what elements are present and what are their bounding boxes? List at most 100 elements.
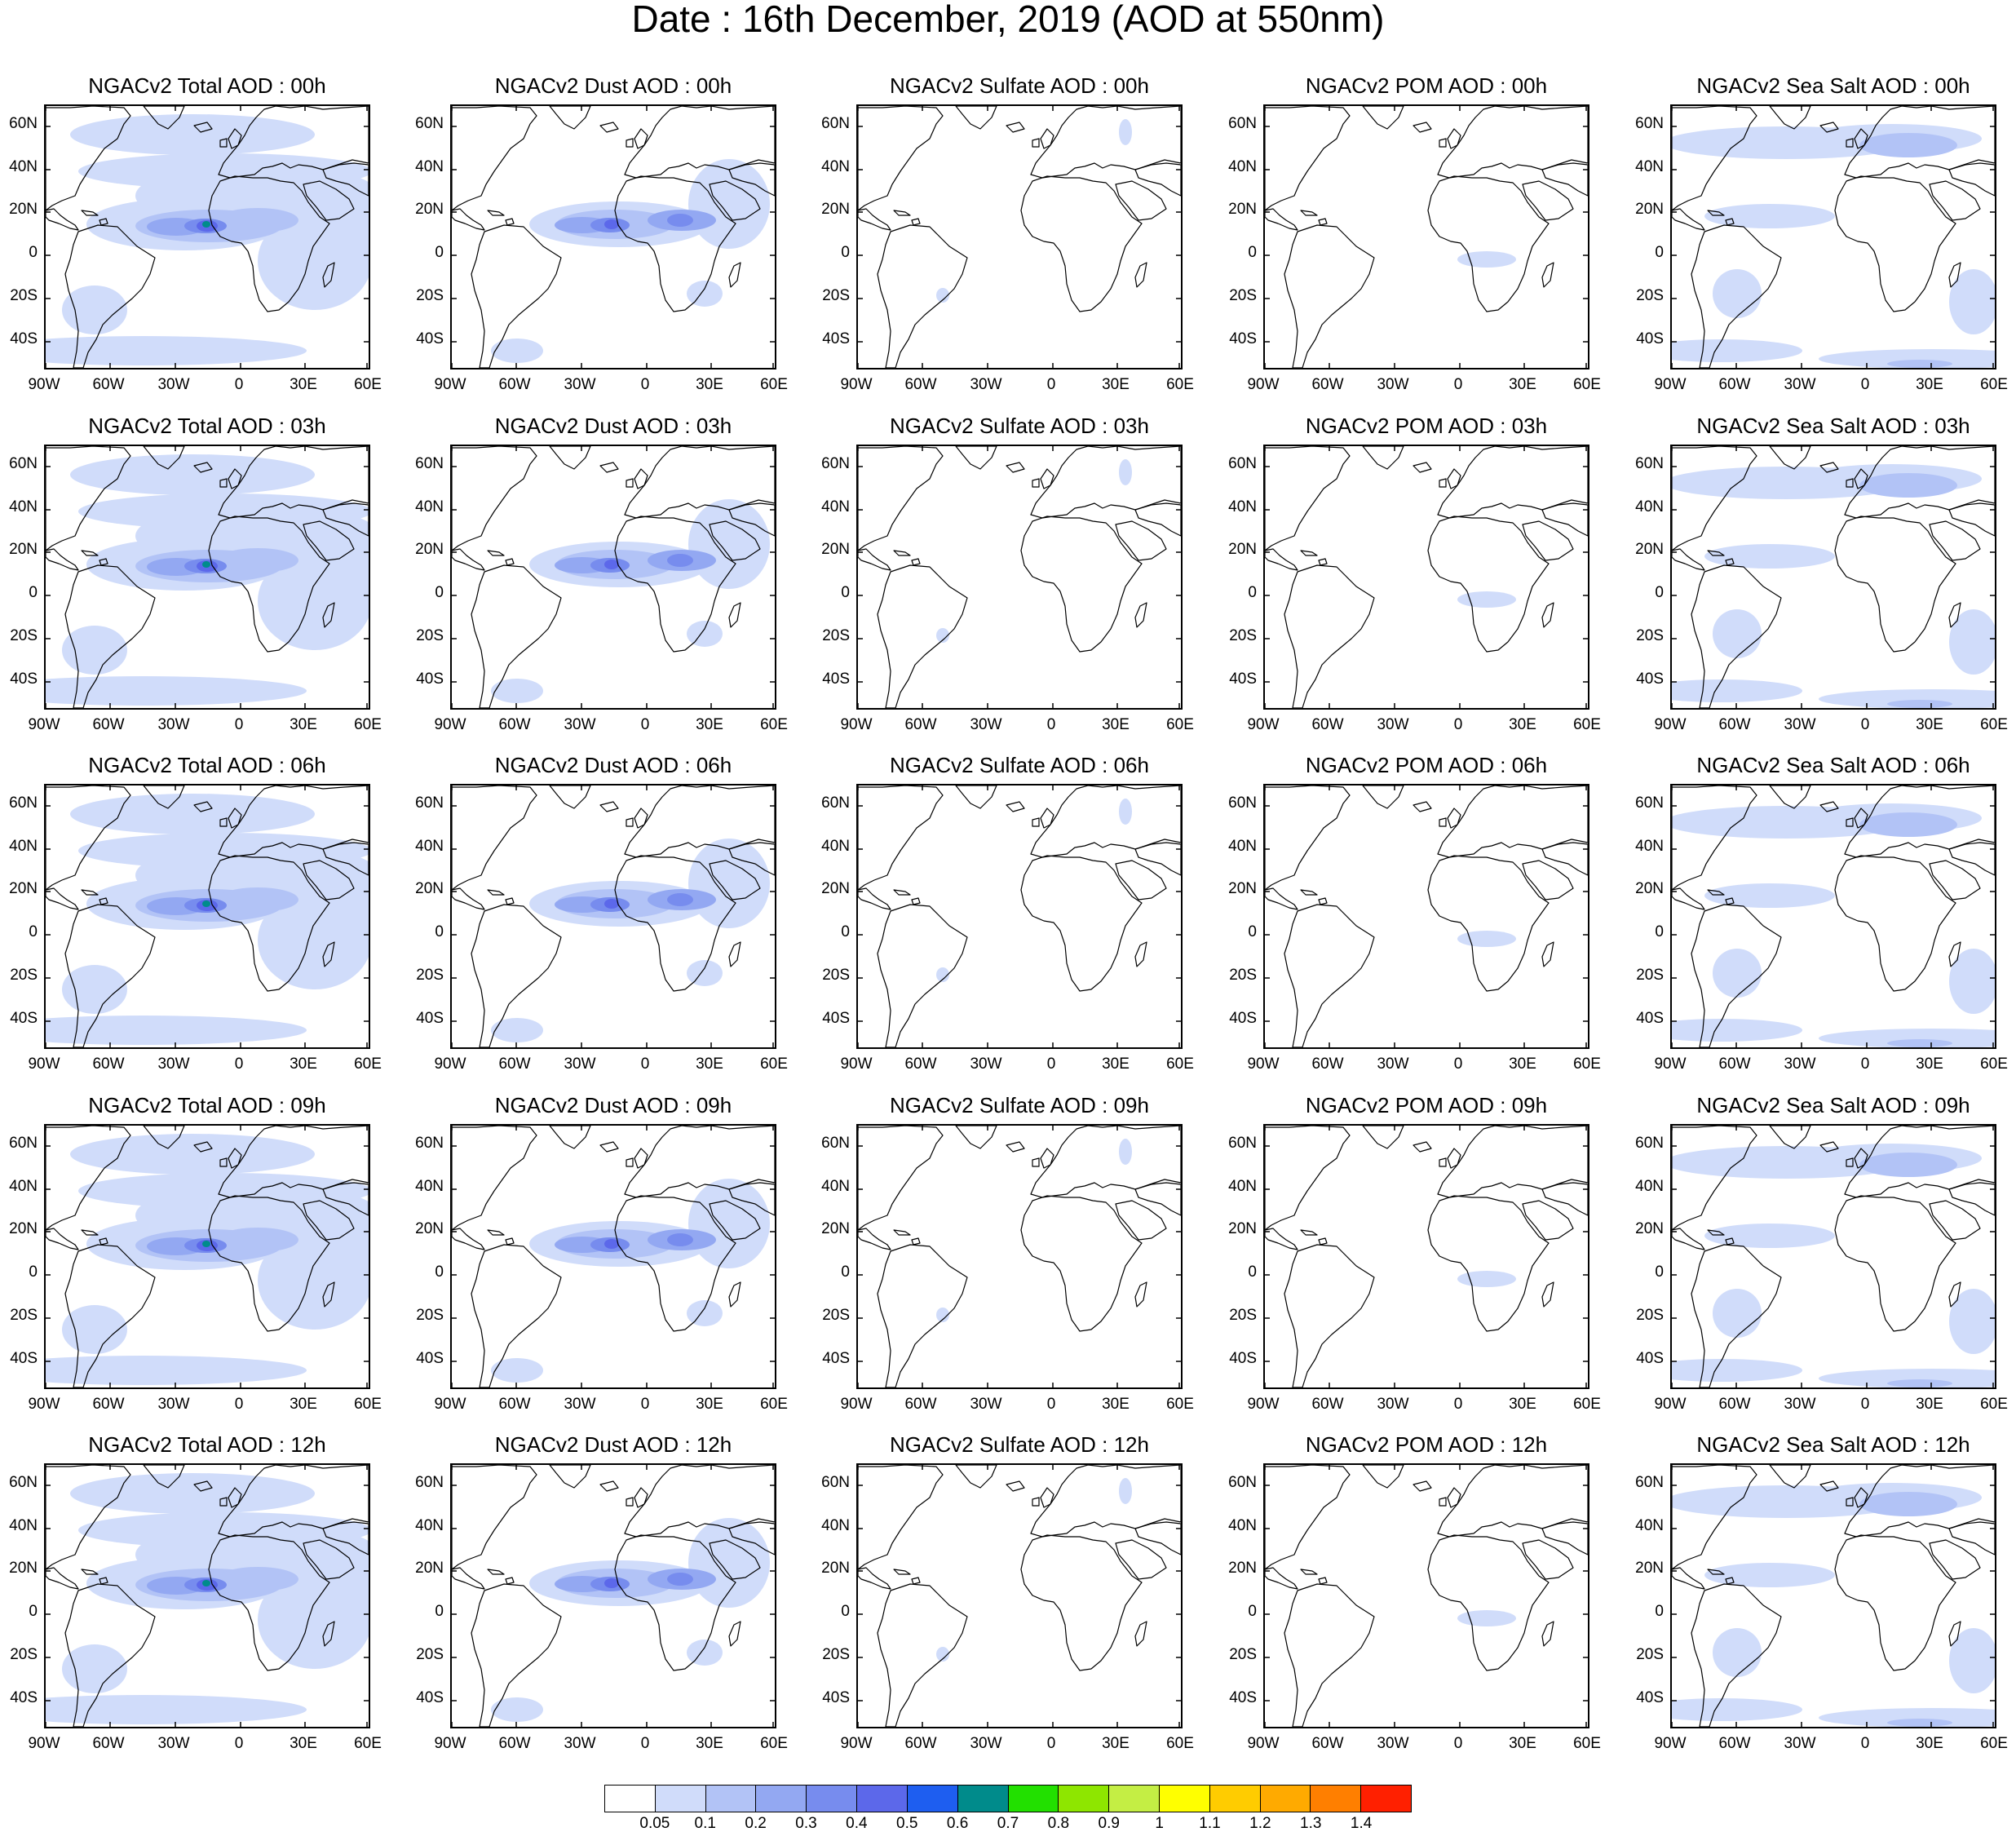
- lat-tick-label: 20N: [415, 1220, 444, 1237]
- aod-plume: [258, 892, 369, 989]
- map-panel-total-12h: NGACv2 Total AOD : 12h 60N 40N 20N 0 20S 40S 90…: [0, 1432, 391, 1770]
- lon-tick-label: 60W: [1718, 1735, 1751, 1752]
- colorbar-label: 0.5: [896, 1815, 918, 1832]
- lat-tick-label: 40N: [1228, 498, 1257, 516]
- aod-map: [44, 104, 370, 369]
- lat-tick-label: 20S: [1229, 287, 1257, 304]
- panel-title: NGACv2 POM AOD : 03h: [1305, 414, 1548, 438]
- lat-tick-label: 60N: [1635, 455, 1664, 472]
- aod-plume: [70, 114, 315, 155]
- lon-tick-label: 60W: [498, 376, 531, 393]
- lon-tick-label: 0: [640, 1735, 650, 1752]
- lon-tick-label: 30E: [290, 1735, 317, 1752]
- aod-plume: [70, 1134, 315, 1175]
- colorbar-label: 0.9: [1098, 1815, 1120, 1832]
- aod-plume: [1859, 133, 1957, 157]
- lat-tick-label: 20N: [415, 201, 444, 218]
- lat-tick-label: 60N: [415, 115, 444, 132]
- aod-map: [44, 445, 370, 710]
- lat-tick-label: 40N: [821, 1517, 850, 1534]
- tick-marks: [46, 446, 369, 708]
- lat-tick-label: 20S: [1229, 1646, 1257, 1663]
- colorbar-swatch: [807, 1786, 858, 1812]
- map-panel-sulfate-03h: NGACv2 Sulfate AOD : 03h 60N 40N 20N 0 20S 40S…: [812, 414, 1204, 751]
- lat-tick-label: 40S: [1229, 1010, 1257, 1027]
- lon-tick-label: 0: [1453, 716, 1463, 733]
- aod-plume: [1859, 812, 1957, 837]
- aod-plume: [217, 1567, 298, 1591]
- lat-tick-label: 40S: [822, 1689, 850, 1706]
- lat-tick-label: 0: [1248, 1263, 1257, 1281]
- lon-tick-label: 30E: [1916, 1055, 1943, 1073]
- lon-tick-label: 30E: [1509, 1055, 1536, 1073]
- lon-tick-label: 60W: [1718, 716, 1751, 733]
- lon-tick-label: 90W: [1654, 1735, 1687, 1752]
- lat-tick-label: 40N: [1228, 1517, 1257, 1534]
- aod-plume: [217, 1228, 298, 1252]
- lon-tick-label: 90W: [28, 1396, 60, 1413]
- map-canvas: [452, 1465, 775, 1727]
- lat-tick-label: 40N: [415, 1517, 444, 1534]
- lat-tick-label: 20N: [1228, 1220, 1257, 1237]
- aod-plume: [1672, 1359, 1802, 1382]
- aod-plume: [62, 1644, 127, 1693]
- lon-tick-label: 60W: [498, 1735, 531, 1752]
- tick-marks: [452, 785, 775, 1047]
- lon-tick-label: 0: [234, 716, 244, 733]
- lat-tick-label: 60N: [415, 1474, 444, 1491]
- panel-title: NGACv2 POM AOD : 00h: [1305, 73, 1548, 98]
- lat-tick-label: 60N: [1635, 1135, 1664, 1152]
- aod-plume: [258, 212, 369, 310]
- lon-tick-label: 60E: [760, 1396, 788, 1413]
- map-panel-pom-00h: NGACv2 POM AOD : 00h 60N 40N 20N 0 20S 40S 90W 6…: [1219, 73, 1611, 411]
- lon-tick-label: 30W: [157, 376, 190, 393]
- colorbar-label: 0.4: [846, 1815, 868, 1832]
- lat-tick-label: 20S: [416, 1307, 444, 1324]
- colorbar-swatch: [1109, 1786, 1160, 1812]
- colorbar-label: 1: [1155, 1815, 1164, 1832]
- lat-tick-label: 0: [1248, 584, 1257, 601]
- lat-tick-label: 20S: [1636, 627, 1664, 644]
- tick-marks: [858, 1126, 1181, 1387]
- colorbar-label: 0.8: [1047, 1815, 1070, 1832]
- lon-tick-label: 60E: [760, 716, 788, 733]
- lon-tick-label: 90W: [434, 1735, 466, 1752]
- coastline-outline: [1265, 106, 1588, 368]
- map-panel-sulfate-06h: NGACv2 Sulfate AOD : 06h 60N 40N 20N 0 20S 40S…: [812, 753, 1204, 1091]
- lon-tick-label: 0: [640, 376, 650, 393]
- lon-tick-label: 30W: [970, 1735, 1002, 1752]
- lon-tick-label: 30E: [290, 376, 317, 393]
- lat-tick-label: 40N: [1635, 498, 1664, 516]
- coastline-outline: [858, 785, 1181, 1047]
- map-canvas: [858, 1126, 1181, 1387]
- aod-map: [44, 784, 370, 1049]
- lat-tick-label: 40N: [9, 838, 38, 855]
- lat-tick-label: 0: [29, 584, 38, 601]
- lon-tick-label: 90W: [1247, 716, 1280, 733]
- aod-map: [856, 1463, 1183, 1728]
- lat-tick-label: 0: [1655, 1263, 1664, 1281]
- lat-tick-label: 0: [435, 1603, 444, 1620]
- map-panel-pom-12h: NGACv2 POM AOD : 12h 60N 40N 20N 0 20S 40S 90W 6…: [1219, 1432, 1611, 1770]
- lat-tick-label: 40S: [10, 330, 38, 347]
- aod-plume: [491, 1697, 543, 1722]
- lat-tick-label: 40S: [822, 1350, 850, 1367]
- lon-tick-label: 60E: [354, 1396, 382, 1413]
- tick-marks: [858, 106, 1181, 368]
- lon-tick-label: 0: [1046, 1396, 1056, 1413]
- lat-tick-label: 0: [29, 923, 38, 940]
- lon-tick-label: 30E: [1102, 376, 1130, 393]
- lat-tick-label: 20S: [822, 1307, 850, 1324]
- lon-tick-label: 30W: [564, 1735, 596, 1752]
- colorbar-swatch: [756, 1786, 807, 1812]
- map-panel-dust-06h: NGACv2 Dust AOD : 06h 60N 40N 20N 0 20S 40S 90W…: [406, 753, 798, 1091]
- coastline-outline: [1265, 785, 1588, 1047]
- aod-plume: [1859, 1492, 1957, 1516]
- map-panel-sea-salt-12h: NGACv2 Sea Salt AOD : 12h 60N 40N 20N 0 20S 40…: [1626, 1432, 2016, 1770]
- lon-tick-label: 60W: [92, 1735, 125, 1752]
- lon-tick-label: 0: [1046, 716, 1056, 733]
- aod-plume: [491, 679, 543, 703]
- lat-tick-label: 0: [1655, 584, 1664, 601]
- lat-tick-label: 20N: [415, 880, 444, 897]
- panel-title: NGACv2 Dust AOD : 09h: [494, 1093, 732, 1117]
